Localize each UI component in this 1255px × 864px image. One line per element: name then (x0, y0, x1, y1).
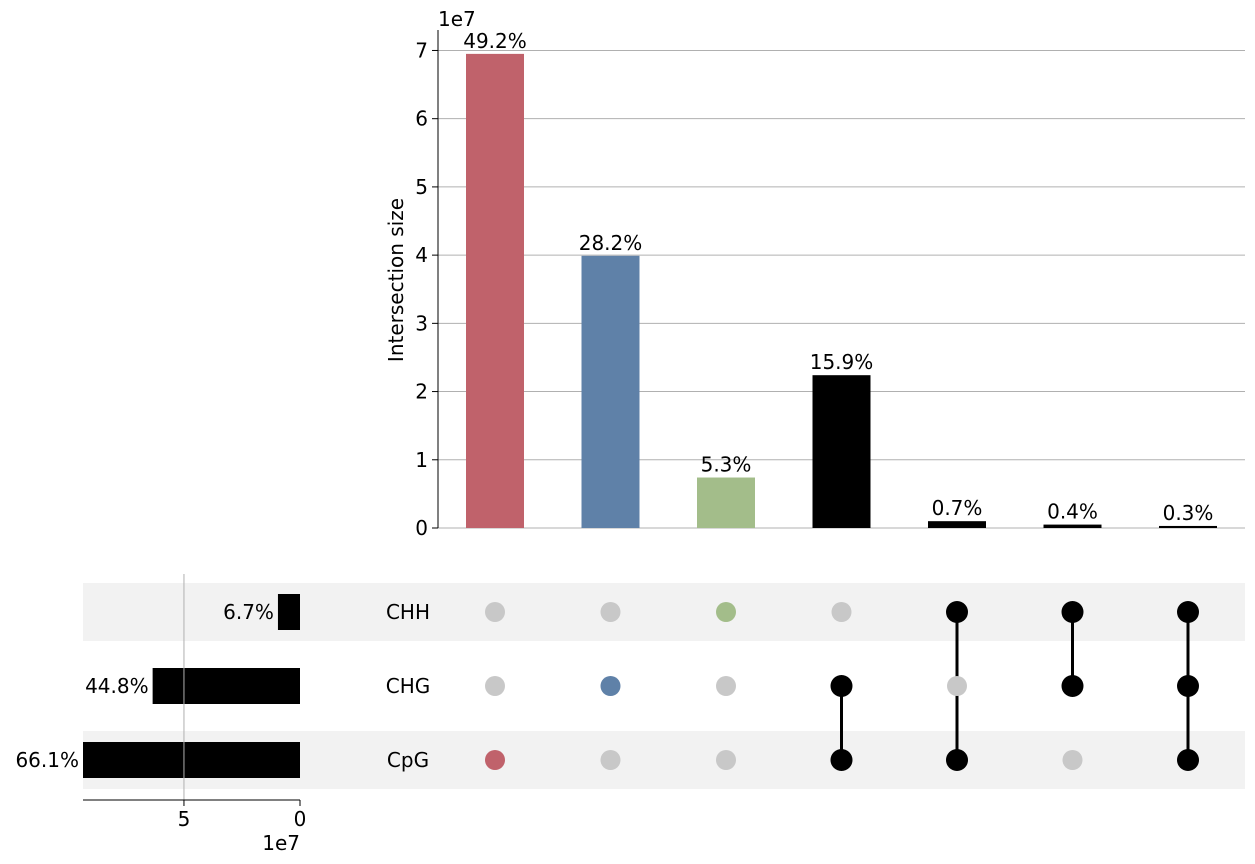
set-size-bars: 6.7% 44.8% 66.1% (15, 594, 300, 778)
set-name-chg: CHG (386, 674, 431, 698)
membership-matrix (485, 601, 1199, 771)
active-dot-chh (716, 602, 736, 622)
y-tick-label: 2 (415, 380, 428, 404)
y-tick-label: 0 (415, 516, 428, 540)
inactive-dot-chg (947, 676, 967, 696)
inactive-dot-chh (485, 602, 505, 622)
active-dot-cpg (1177, 749, 1199, 771)
set-bar-cpg (83, 742, 300, 778)
intersection-bar-label: 0.3% (1163, 501, 1214, 525)
active-dot-chg (1177, 675, 1199, 697)
active-dot-cpg (830, 749, 853, 771)
intersection-bar-5 (928, 521, 986, 528)
inactive-dot-chh (600, 602, 621, 622)
intersection-bar-label: 15.9% (810, 350, 874, 374)
set-bar-label: 6.7% (223, 600, 274, 624)
y-tick-label: 6 (415, 107, 428, 131)
y-axis-label: Intersection size (384, 198, 408, 362)
y-tick-label: 1 (415, 448, 428, 472)
set-name-labels: CHH CHG CpG (386, 600, 431, 772)
set-bar-chg (152, 668, 300, 704)
y-tick-label: 4 (415, 243, 428, 267)
active-dot-chh (1177, 601, 1199, 623)
intersection-bar-7 (1159, 525, 1217, 528)
intersection-bar-6 (1043, 524, 1102, 528)
active-dot-chg (600, 676, 621, 696)
row-shade-chh (83, 583, 1245, 641)
intersection-bar-label: 49.2% (463, 29, 527, 53)
matrix-row-shading (83, 583, 1245, 789)
inactive-dot-chg (485, 676, 505, 696)
x-tick-label: 5 (178, 807, 191, 831)
intersection-y-axis: 0 1 2 3 4 5 6 7 (415, 30, 439, 540)
active-dot-chh (1061, 601, 1084, 623)
inactive-dot-chh (831, 602, 852, 622)
active-dot-cpg (946, 749, 968, 771)
intersection-bar-3 (697, 477, 755, 528)
set-name-cpg: CpG (387, 748, 429, 772)
active-dot-cpg (485, 750, 505, 770)
intersection-bar-2 (581, 255, 640, 528)
inactive-dot-cpg (600, 750, 621, 770)
inactive-dot-cpg (1062, 750, 1083, 770)
y-tick-label: 7 (415, 38, 428, 62)
set-bar-label: 66.1% (15, 748, 79, 772)
intersection-bar-1 (466, 53, 524, 529)
intersection-bar-label: 28.2% (579, 231, 643, 255)
active-dot-chg (830, 675, 853, 697)
set-name-chh: CHH (386, 600, 430, 624)
y-tick-label: 3 (415, 311, 428, 335)
inactive-dot-cpg (716, 750, 736, 770)
y-axis-exponent: 1e7 (438, 7, 476, 31)
intersection-bar-label: 0.7% (932, 496, 983, 520)
intersection-bar-label: 5.3% (701, 453, 752, 477)
y-tick-label: 5 (415, 175, 428, 199)
active-dot-chg (1061, 675, 1084, 697)
intersection-bar-4 (812, 375, 871, 528)
intersection-bar-label: 0.4% (1047, 500, 1098, 524)
x-axis-exponent: 1e7 (262, 831, 300, 855)
set-bar-label: 44.8% (85, 674, 149, 698)
set-bar-chh (277, 594, 300, 630)
inactive-dot-chg (716, 676, 736, 696)
active-dot-chh (946, 601, 968, 623)
intersection-bars (466, 53, 1217, 529)
intersection-bar-labels: 49.2% 28.2% 5.3% 15.9% 0.7% 0.4% 0.3% (463, 29, 1213, 525)
x-tick-label: 0 (294, 807, 307, 831)
